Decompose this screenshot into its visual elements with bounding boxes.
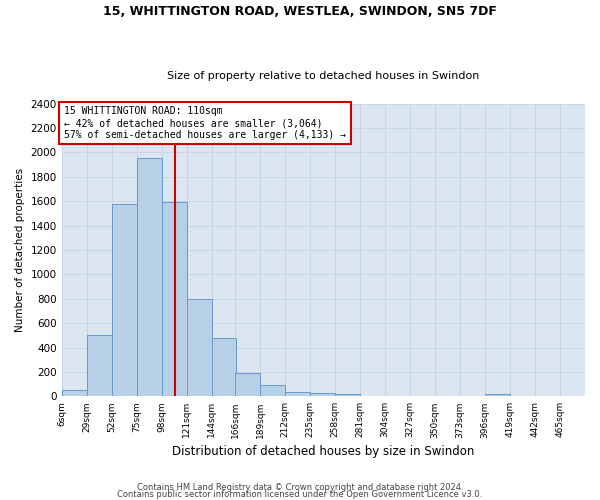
Bar: [485, 394, 510, 396]
Bar: [335, 394, 360, 396]
Bar: [137, 158, 161, 396]
Bar: [286, 392, 310, 396]
X-axis label: Distribution of detached houses by size in Swindon: Distribution of detached houses by size …: [172, 444, 475, 458]
Bar: [260, 386, 286, 396]
Bar: [86, 336, 112, 396]
Bar: [112, 204, 137, 396]
Bar: [235, 372, 260, 396]
Bar: [212, 338, 236, 396]
Text: 15, WHITTINGTON ROAD, WESTLEA, SWINDON, SN5 7DF: 15, WHITTINGTON ROAD, WESTLEA, SWINDON, …: [103, 5, 497, 18]
Text: 15 WHITTINGTON ROAD: 110sqm
← 42% of detached houses are smaller (3,064)
57% of : 15 WHITTINGTON ROAD: 110sqm ← 42% of det…: [64, 106, 346, 140]
Bar: [161, 202, 187, 396]
Text: Contains public sector information licensed under the Open Government Licence v3: Contains public sector information licen…: [118, 490, 482, 499]
Bar: [62, 390, 86, 396]
Y-axis label: Number of detached properties: Number of detached properties: [15, 168, 25, 332]
Title: Size of property relative to detached houses in Swindon: Size of property relative to detached ho…: [167, 70, 479, 81]
Bar: [310, 393, 335, 396]
Bar: [187, 298, 212, 396]
Text: Contains HM Land Registry data © Crown copyright and database right 2024.: Contains HM Land Registry data © Crown c…: [137, 484, 463, 492]
